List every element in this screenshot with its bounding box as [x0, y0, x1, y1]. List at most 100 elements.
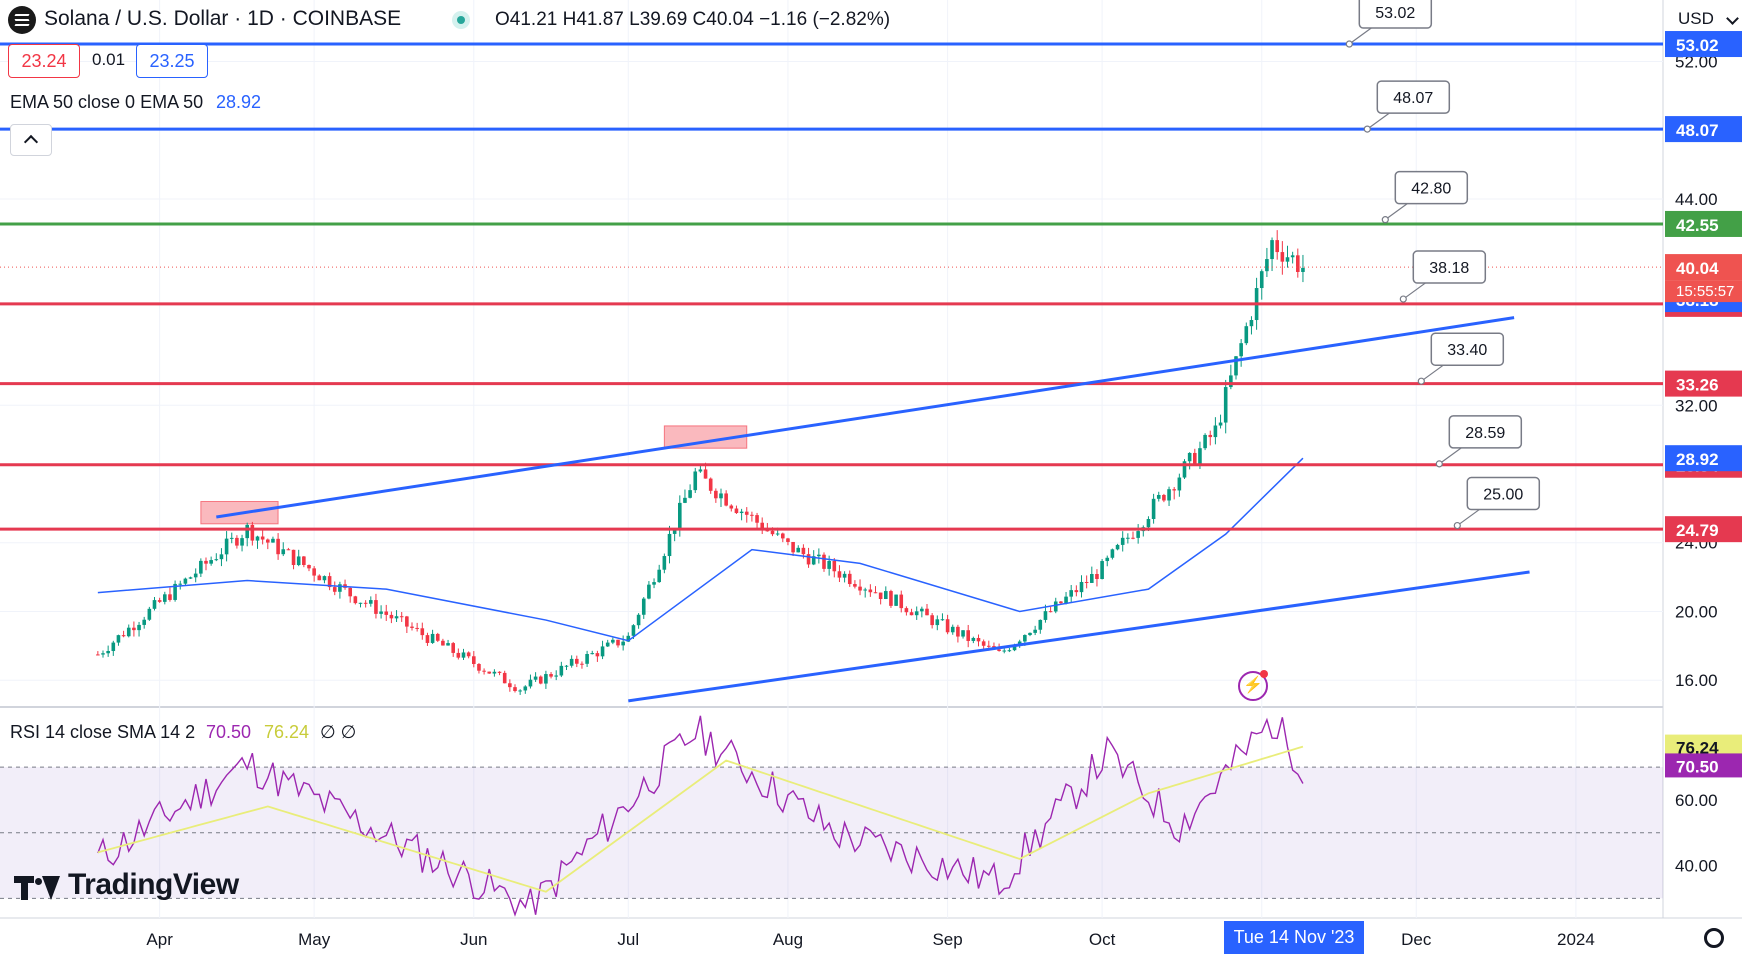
candle-body: [703, 469, 708, 479]
solana-logo-icon: [8, 6, 36, 34]
candle-body: [1095, 574, 1099, 579]
ask-price[interactable]: 23.25: [136, 44, 208, 78]
callout-label: 25.00: [1483, 487, 1523, 504]
candle-body: [987, 645, 991, 647]
price-axis-tag-label: 40.04: [1676, 259, 1719, 278]
candle-body: [1084, 581, 1089, 583]
candle-body: [1028, 632, 1032, 636]
candle-body: [1290, 255, 1295, 258]
candle-body: [271, 538, 275, 543]
candle-body: [255, 536, 260, 541]
candle-body: [163, 594, 167, 602]
candle-body: [214, 559, 219, 561]
rsi-y-tick-label: 40.00: [1675, 857, 1718, 876]
ema-50-line: [97, 457, 1304, 642]
candle-body: [1126, 537, 1130, 539]
callout-label: 42.80: [1411, 181, 1451, 198]
price-axis-tag: [1665, 445, 1742, 472]
bid-price[interactable]: 23.24: [8, 44, 80, 78]
rsi-axis-tag-label: 76.24: [1676, 739, 1719, 758]
callout-box: [1412, 250, 1487, 284]
candle-body: [523, 686, 528, 691]
candle-body: [580, 663, 584, 665]
candle-body: [760, 522, 764, 531]
candle-body: [466, 652, 471, 657]
y-tick-label: 52.00: [1675, 53, 1718, 72]
candle-body: [1265, 259, 1269, 272]
candle-body: [482, 670, 486, 672]
x-tick-label: 2024: [1557, 930, 1595, 949]
gear-icon[interactable]: [1704, 928, 1724, 948]
candle-body: [611, 639, 615, 643]
candle-body: [832, 561, 837, 572]
candle-body: [1193, 452, 1197, 465]
candle-body: [126, 627, 131, 637]
candle-body: [1023, 635, 1027, 642]
candle-body: [1198, 448, 1202, 465]
callout-box: [1394, 170, 1469, 205]
candle-body: [647, 584, 651, 599]
candle-body: [446, 643, 450, 646]
candle-body: [348, 587, 352, 597]
candle-body: [96, 654, 100, 656]
y-tick-label: 20.00: [1675, 602, 1718, 621]
candle-body: [121, 635, 126, 637]
candle-body: [266, 539, 270, 543]
candle-body: [332, 587, 337, 592]
candle-body: [744, 511, 749, 515]
candle-body: [425, 635, 430, 643]
candle-body: [235, 537, 239, 546]
candle-body: [1033, 629, 1037, 633]
candle-body: [945, 619, 950, 633]
candle-body: [296, 556, 301, 566]
candle-body: [384, 611, 389, 615]
ema-label[interactable]: EMA 50 close 0 EMA 50: [10, 92, 204, 112]
candle-body: [770, 530, 775, 535]
y-tick-label: 16.00: [1675, 671, 1718, 690]
candle-body: [678, 502, 682, 530]
callout-label: 28.59: [1465, 425, 1505, 442]
candle-body: [827, 561, 831, 569]
candle-body: [152, 600, 157, 609]
candle-body: [641, 598, 646, 615]
callout-pointer: [1456, 509, 1480, 527]
candle-body: [575, 658, 579, 664]
candle-body: [1280, 252, 1285, 262]
callout-box: [1430, 332, 1505, 366]
rsi-label[interactable]: RSI 14 close SMA 14 2: [10, 722, 196, 742]
price-axis-tag: [1665, 254, 1742, 281]
candle-body: [224, 538, 229, 555]
candle-body: [714, 490, 718, 499]
candle-body: [822, 554, 826, 569]
candle-body: [111, 642, 116, 652]
candle-body: [595, 653, 600, 657]
candle-body: [183, 578, 188, 584]
candle-body: [1120, 537, 1125, 545]
candle-body: [472, 656, 476, 665]
currency-selector[interactable]: USD: [1678, 9, 1714, 28]
rsi-series-rsi: [97, 715, 1304, 917]
price-axis-tag-label: 33.26: [1676, 376, 1719, 395]
rsi-value: 70.50: [206, 722, 252, 742]
callout-anchor: [1345, 40, 1353, 48]
candle-body: [739, 511, 744, 514]
candle-body: [616, 639, 620, 646]
candle-body: [796, 547, 801, 553]
candle-body: [410, 626, 414, 628]
lightning-icon[interactable]: ⚡: [1238, 671, 1268, 701]
alert-badge: [1260, 670, 1268, 678]
candle-body: [116, 635, 121, 643]
candle-body: [1156, 494, 1161, 499]
candle-body: [889, 591, 893, 606]
candle-body: [286, 549, 291, 551]
x-tick-label: Apr: [146, 930, 173, 949]
chevron-up-icon[interactable]: [10, 124, 52, 156]
candle-body: [631, 625, 636, 636]
callout-pointer: [1402, 282, 1426, 300]
candle-body: [456, 652, 461, 658]
callout-label: 33.40: [1447, 342, 1487, 359]
candle-body: [1090, 574, 1094, 583]
symbol-title[interactable]: Solana / U.S. Dollar · 1D · COINBASE: [44, 7, 402, 30]
callout-box: [1358, 0, 1433, 29]
